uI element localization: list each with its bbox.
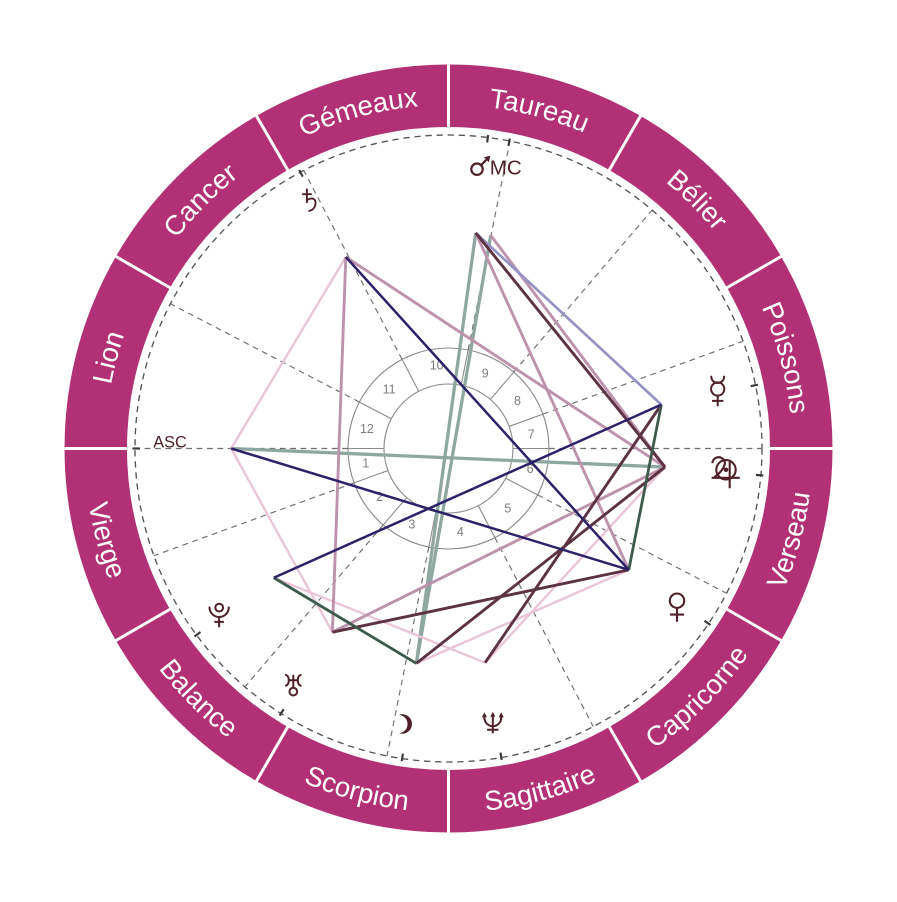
svg-text:2: 2 xyxy=(376,490,383,504)
svg-text:12: 12 xyxy=(360,422,374,436)
svg-text:ASC: ASC xyxy=(153,433,187,451)
svg-text:4: 4 xyxy=(457,525,464,539)
svg-text:5: 5 xyxy=(504,501,511,515)
svg-text:9: 9 xyxy=(482,366,489,380)
svg-text:3: 3 xyxy=(408,517,415,531)
svg-text:6: 6 xyxy=(527,462,534,476)
svg-text:1: 1 xyxy=(362,456,369,470)
svg-text:10: 10 xyxy=(430,359,444,373)
svg-text:MC: MC xyxy=(490,156,522,179)
svg-text:7: 7 xyxy=(528,427,535,441)
svg-text:8: 8 xyxy=(514,394,521,408)
svg-text:11: 11 xyxy=(383,382,396,396)
